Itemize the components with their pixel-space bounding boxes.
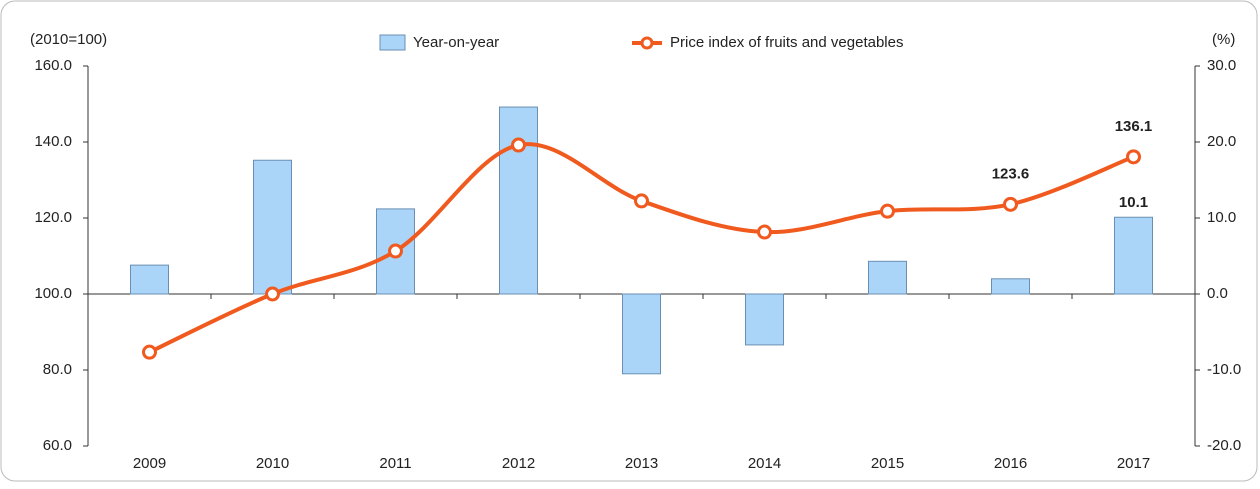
y-tick-label: 140.0 <box>34 133 72 150</box>
x-tick-label: 2015 <box>871 455 904 472</box>
legend-label: Year-on-year <box>413 34 499 51</box>
line-marker <box>634 193 649 209</box>
line-marker <box>1126 149 1141 165</box>
y-tick-label: 100.0 <box>34 285 72 302</box>
bar <box>130 264 169 295</box>
line-marker <box>511 137 526 153</box>
y-tick-label: 80.0 <box>43 361 72 378</box>
y2-tick-label: -10.0 <box>1207 361 1241 378</box>
line-marker <box>388 243 403 259</box>
bar <box>868 260 907 295</box>
y2-tick-label: 30.0 <box>1207 57 1236 74</box>
bar <box>253 159 292 295</box>
y-tick-label: 160.0 <box>34 57 72 74</box>
line-marker <box>880 203 895 219</box>
y2-tick-label: 10.0 <box>1207 209 1236 226</box>
bar-value-label: 10.1 <box>1119 194 1148 211</box>
bar <box>745 293 784 346</box>
line-marker <box>265 286 280 302</box>
bar <box>499 106 538 295</box>
legend-label: Price index of fruits and vegetables <box>670 34 903 51</box>
line-marker <box>757 224 772 240</box>
y-unit-label: (2010=100) <box>30 31 107 48</box>
y-tick-label: 60.0 <box>43 437 72 454</box>
bar <box>1114 216 1153 295</box>
x-tick-label: 2014 <box>748 455 781 472</box>
y2-tick-label: 20.0 <box>1207 133 1236 150</box>
bar <box>622 293 661 375</box>
y-tick-label: 120.0 <box>34 209 72 226</box>
x-tick-label: 2017 <box>1117 455 1150 472</box>
point-value-label: 136.1 <box>1115 118 1153 135</box>
x-tick-label: 2010 <box>256 455 289 472</box>
y2-unit-label: (%) <box>1212 31 1235 48</box>
x-tick-label: 2016 <box>994 455 1027 472</box>
y2-tick-label: -20.0 <box>1207 437 1241 454</box>
x-tick-label: 2013 <box>625 455 658 472</box>
point-value-label: 123.6 <box>992 165 1030 182</box>
x-tick-label: 2009 <box>133 455 166 472</box>
legend-swatch <box>379 34 406 51</box>
line-marker <box>142 344 157 360</box>
x-tick-label: 2012 <box>502 455 535 472</box>
bar <box>991 278 1030 295</box>
x-tick-label: 2011 <box>379 455 411 472</box>
line-marker <box>1003 196 1018 212</box>
y2-tick-label: 0.0 <box>1207 285 1228 302</box>
legend-swatch-marker <box>640 36 654 50</box>
